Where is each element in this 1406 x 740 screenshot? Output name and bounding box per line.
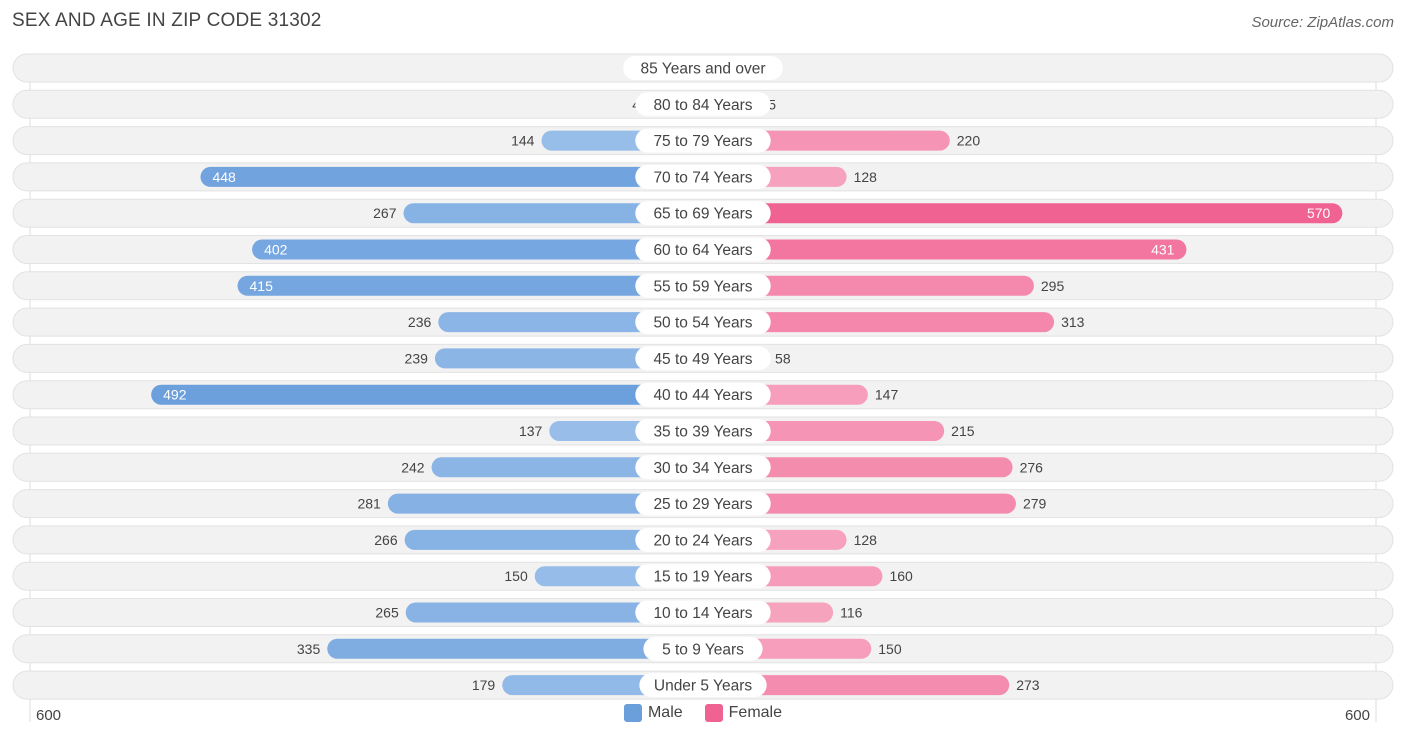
female-value-label: 295 <box>1041 278 1065 294</box>
axis-left-label: 600 <box>36 707 62 724</box>
female-swatch <box>704 704 723 722</box>
male-value-label: 267 <box>373 205 397 221</box>
category-label: Under 5 Years <box>654 678 752 695</box>
female-value-label: 570 <box>1307 205 1331 221</box>
male-value-label: 415 <box>250 278 274 294</box>
female-value-label: 313 <box>1061 314 1085 330</box>
female-value-label: 147 <box>875 387 899 403</box>
male-value-label: 335 <box>297 641 321 657</box>
male-bar <box>403 203 703 224</box>
category-pill <box>635 310 771 335</box>
male-value-label: 402 <box>264 242 288 258</box>
category-pill <box>635 273 771 298</box>
male-value-label: 150 <box>504 568 528 584</box>
male-value-label: 448 <box>212 169 236 185</box>
category-label: 25 to 29 Years <box>653 496 752 513</box>
male-value-label: 179 <box>472 677 496 693</box>
male-value-label: 242 <box>401 459 425 475</box>
female-value-label: 150 <box>878 641 902 657</box>
legend-female-label: Female <box>728 704 783 721</box>
female-value-label: 276 <box>1020 459 1044 475</box>
male-value-label: 266 <box>374 532 398 548</box>
category-label: 65 to 69 Years <box>653 206 752 223</box>
legend-male-label: Male <box>647 704 683 721</box>
category-label: 60 to 64 Years <box>653 242 752 259</box>
category-label: 30 to 34 Years <box>653 460 752 477</box>
female-value-label: 215 <box>951 423 975 439</box>
female-value-label: 128 <box>854 169 878 185</box>
male-bar <box>405 602 703 623</box>
category-pill <box>635 164 771 189</box>
male-bar <box>434 348 703 369</box>
category-pill <box>635 491 771 516</box>
legend: Male Female <box>0 704 1406 722</box>
male-bar <box>327 638 703 659</box>
category-pill <box>635 237 771 262</box>
category-label: 35 to 39 Years <box>653 424 752 441</box>
category-label: 80 to 84 Years <box>653 97 752 114</box>
category-label: 70 to 74 Years <box>653 169 752 186</box>
category-label: 45 to 49 Years <box>653 351 752 368</box>
female-value-label: 220 <box>957 133 981 149</box>
male-value-label: 281 <box>357 496 381 512</box>
male-swatch <box>623 704 642 722</box>
female-bar <box>703 203 1343 224</box>
female-value-label: 116 <box>840 605 863 621</box>
male-bar <box>404 529 703 550</box>
legend-item-female[interactable]: Female <box>704 704 783 722</box>
category-pill <box>635 564 771 589</box>
source-label: Source: ZipAtlas.com <box>1251 14 1394 31</box>
male-bar <box>151 384 703 405</box>
category-pill <box>635 201 771 226</box>
female-value-label: 273 <box>1016 677 1040 693</box>
female-value-label: 279 <box>1023 496 1047 512</box>
category-label: 15 to 19 Years <box>653 569 752 586</box>
category-pill <box>643 636 763 661</box>
male-bar <box>387 493 703 514</box>
male-value-label: 236 <box>408 314 432 330</box>
category-pill <box>635 419 771 443</box>
category-pill <box>635 92 771 117</box>
category-label: 75 to 79 Years <box>653 133 752 150</box>
female-value-label: 431 <box>1151 242 1175 258</box>
male-value-label: 137 <box>519 423 543 439</box>
female-bar <box>703 239 1187 260</box>
female-bar <box>703 675 1010 696</box>
male-value-label: 239 <box>405 350 429 366</box>
category-label: 85 Years and over <box>641 61 766 78</box>
female-value-label: 160 <box>889 568 913 584</box>
category-pill <box>635 128 771 153</box>
category-label: 55 to 59 Years <box>653 278 752 295</box>
category-pill <box>635 527 771 552</box>
male-value-label: 492 <box>163 387 187 403</box>
female-bar <box>703 493 1016 514</box>
legend-item-male[interactable]: Male <box>623 704 683 722</box>
female-bar <box>703 312 1055 333</box>
male-bar <box>200 166 703 187</box>
category-label: 40 to 44 Years <box>653 387 752 404</box>
category-pill <box>623 56 783 80</box>
category-label: 10 to 14 Years <box>653 605 752 622</box>
category-label: 5 to 9 Years <box>662 641 744 658</box>
male-value-label: 265 <box>375 605 399 621</box>
male-bar <box>431 457 703 478</box>
female-value-label: 58 <box>775 350 791 366</box>
male-bar <box>237 275 703 296</box>
female-bar <box>703 457 1013 478</box>
chart-title: SEX AND AGE IN ZIP CODE 31302 <box>12 10 322 31</box>
category-pill <box>635 382 771 407</box>
female-bar <box>703 275 1034 296</box>
male-value-label: 144 <box>511 133 535 149</box>
category-pill <box>635 600 771 625</box>
axis-right-label: 600 <box>1344 707 1370 724</box>
female-value-label: 128 <box>854 532 878 548</box>
category-label: 20 to 24 Years <box>653 532 752 549</box>
category-label: 50 to 54 Years <box>653 315 752 332</box>
category-pill <box>639 673 767 698</box>
category-pill <box>635 455 771 480</box>
category-pill <box>635 346 771 371</box>
male-bar <box>252 239 703 260</box>
